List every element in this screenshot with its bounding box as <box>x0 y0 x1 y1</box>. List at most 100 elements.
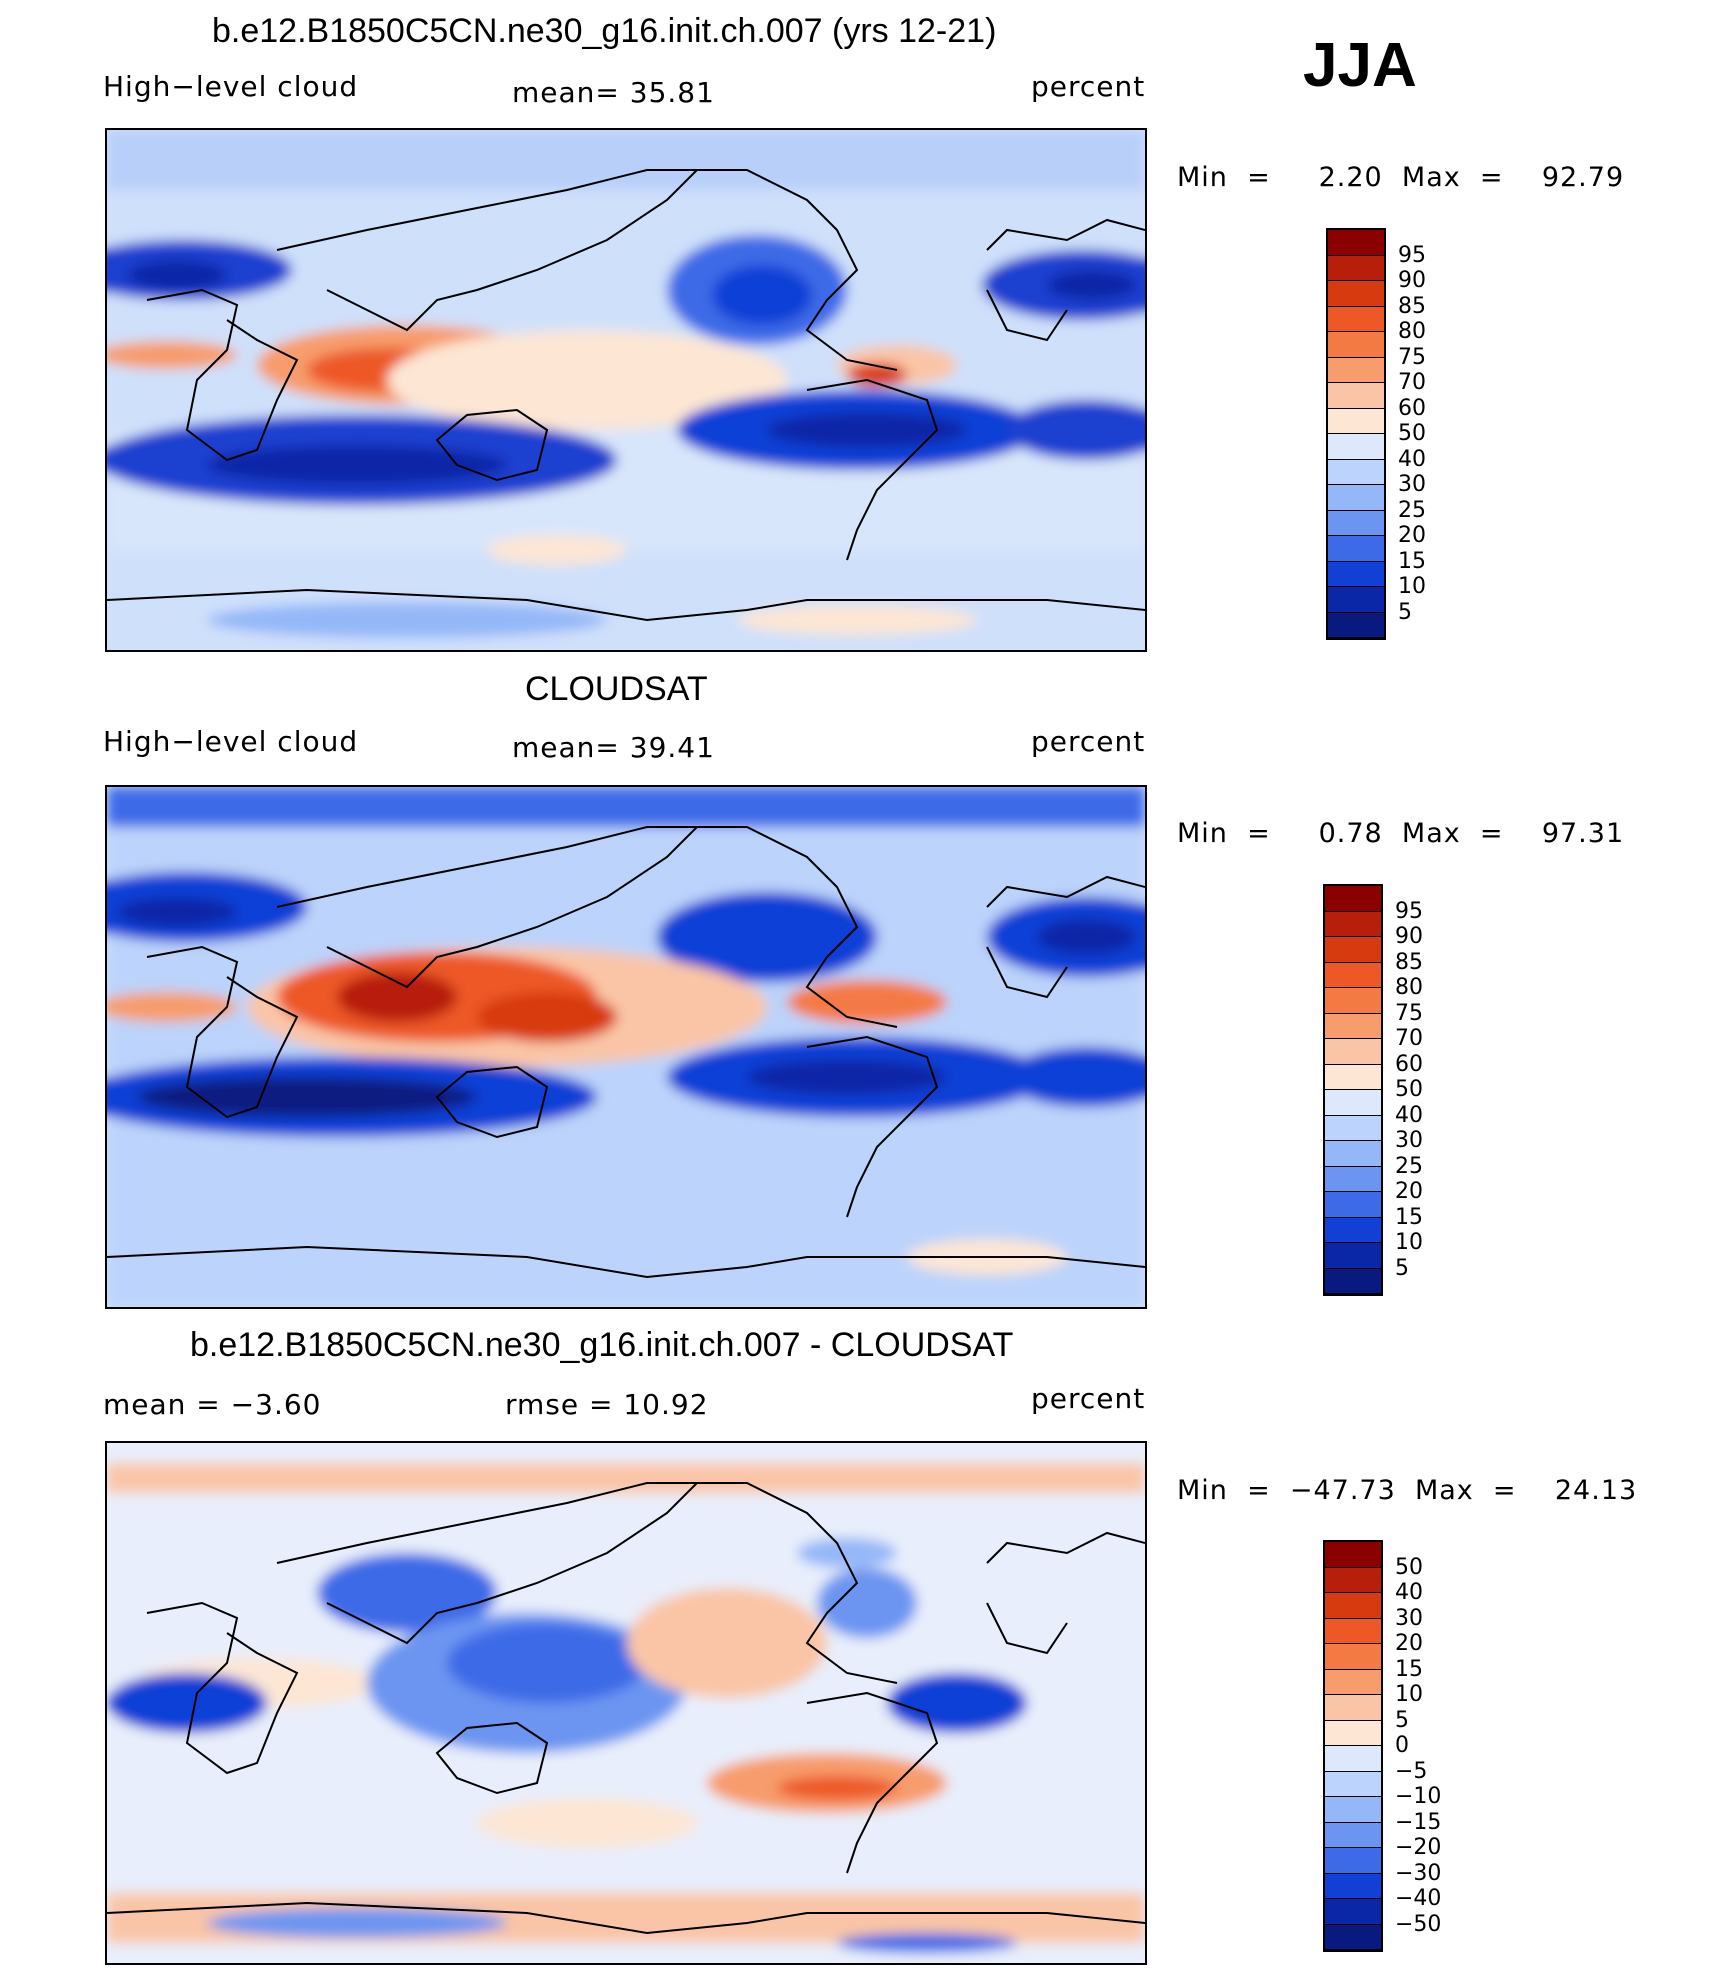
panel-3-colorbar: 50 40 30 20 15 10 5 0 −5 −10 −15 −20 −30 −40 −50 <box>1323 1540 1441 1952</box>
panel-2-units-label: percent <box>1031 725 1146 758</box>
colorbar-tick-label: 10 <box>1395 1682 1423 1707</box>
season-label: JJA <box>1303 31 1417 100</box>
colorbar-tick-label: 75 <box>1395 1000 1423 1026</box>
colorbar-box <box>1325 1618 1381 1644</box>
colorbar-box <box>1325 962 1381 988</box>
colorbar-tick-label: 25 <box>1395 1153 1423 1179</box>
panel-2-minmax: Min = 0.78 Max = 97.31 <box>1177 818 1625 849</box>
colorbar-tick-label: 50 <box>1398 421 1426 446</box>
panel-3-units-label: percent <box>1031 1382 1146 1415</box>
panel-1-mean-label: mean= 35.81 <box>512 76 715 109</box>
colorbar-box <box>1325 937 1381 963</box>
panel-3-minmax: Min = −47.73 Max = 24.13 <box>1177 1475 1638 1506</box>
colorbar-box <box>1325 1644 1381 1670</box>
colorbar-tick-label: 40 <box>1395 1580 1423 1605</box>
colorbar-box <box>1325 1822 1381 1848</box>
colorbar-box <box>1325 911 1381 937</box>
colorbar-tick-label: 80 <box>1395 975 1423 1000</box>
colorbar-tick-label: 50 <box>1395 1554 1423 1580</box>
colorbar-box <box>1325 1064 1381 1090</box>
colorbar-tick-label: 0 <box>1395 1733 1409 1758</box>
colorbar-box <box>1328 383 1384 409</box>
colorbar-tick-label: 60 <box>1398 395 1426 421</box>
colorbar-tick-label: 70 <box>1398 370 1426 395</box>
colorbar-box <box>1325 1695 1381 1721</box>
colorbar-tick-label: 5 <box>1398 599 1412 625</box>
colorbar-box <box>1325 1141 1381 1167</box>
colorbar-box <box>1325 1899 1381 1925</box>
colorbar-box <box>1325 1746 1381 1772</box>
colorbar-box <box>1325 1848 1381 1874</box>
colorbar-tick-label: 80 <box>1398 319 1426 344</box>
colorbar-box <box>1325 1669 1381 1695</box>
panel-2-title: CLOUDSAT <box>525 670 708 708</box>
colorbar-box <box>1328 408 1384 434</box>
colorbar-tick-label: −40 <box>1395 1886 1442 1911</box>
colorbar-tick-label: 75 <box>1398 344 1426 370</box>
colorbar-tick-label: 5 <box>1395 1707 1409 1733</box>
colorbar-tick-label: 50 <box>1395 1077 1423 1102</box>
colorbar-box <box>1325 1567 1381 1593</box>
colorbar-box <box>1328 561 1384 587</box>
colorbar-tick-label: 20 <box>1395 1631 1423 1656</box>
panel-1-minmax: Min = 2.20 Max = 92.79 <box>1177 162 1625 193</box>
colorbar-box <box>1325 1090 1381 1116</box>
colorbar-box <box>1325 1243 1381 1269</box>
colorbar-tick-label: 30 <box>1395 1128 1423 1153</box>
colorbar-tick-label: −5 <box>1395 1758 1428 1784</box>
colorbar-tick-label: 40 <box>1398 446 1426 472</box>
colorbar-tick-label: 90 <box>1395 924 1423 949</box>
colorbar-tick-label: −20 <box>1395 1835 1442 1860</box>
panel-1-units-label: percent <box>1031 70 1146 103</box>
colorbar-tick-label: −30 <box>1395 1860 1442 1886</box>
colorbar-tick-label: −15 <box>1395 1809 1442 1835</box>
colorbar-tick-label: 95 <box>1395 898 1423 924</box>
colorbar-box <box>1325 1797 1381 1823</box>
colorbar-tick-label: 40 <box>1395 1102 1423 1128</box>
panel-1-map <box>105 128 1147 652</box>
colorbar-box <box>1325 1771 1381 1797</box>
colorbar-tick-label: 10 <box>1398 574 1426 599</box>
colorbar-box <box>1325 1542 1381 1568</box>
panel-3-title: b.e12.B1850C5CN.ne30_g16.init.ch.007 - C… <box>190 1326 1014 1364</box>
colorbar-box <box>1328 459 1384 485</box>
panel-3-rmse-label: rmse = 10.92 <box>505 1388 709 1421</box>
panel-2-variable-label: High−level cloud <box>103 725 359 758</box>
panel-1-title: b.e12.B1850C5CN.ne30_g16.init.ch.007 (yr… <box>212 12 997 50</box>
colorbar-box <box>1325 1217 1381 1243</box>
colorbar-tick-label: 20 <box>1395 1179 1423 1204</box>
panel-1-variable-label: High−level cloud <box>103 70 359 103</box>
colorbar-box <box>1325 1873 1381 1899</box>
colorbar-box <box>1328 485 1384 511</box>
colorbar-tick-label: 60 <box>1395 1051 1423 1077</box>
panel-3-map <box>105 1441 1147 1965</box>
colorbar-tick-label: 85 <box>1395 949 1423 975</box>
colorbar-tick-label: 10 <box>1395 1230 1423 1255</box>
colorbar-tick-label: 30 <box>1395 1605 1423 1631</box>
colorbar-tick-label: −10 <box>1395 1784 1442 1809</box>
colorbar-box <box>1328 587 1384 613</box>
panel-1-colorbar: 95 90 85 80 75 70 60 50 40 30 25 20 15 10 5 <box>1326 228 1426 640</box>
colorbar-box <box>1328 357 1384 383</box>
panel-2-mean-label: mean= 39.41 <box>512 731 715 764</box>
colorbar-tick-label: 85 <box>1398 293 1426 319</box>
colorbar-tick-label: 25 <box>1398 497 1426 523</box>
colorbar-box <box>1325 1039 1381 1065</box>
colorbar-box <box>1325 1924 1381 1950</box>
panel-2-map <box>105 785 1147 1309</box>
panel-3-mean-label: mean = −3.60 <box>103 1388 322 1421</box>
colorbar-tick-label: 70 <box>1395 1026 1423 1051</box>
colorbar-box <box>1325 1268 1381 1294</box>
colorbar-tick-label: 95 <box>1398 242 1426 268</box>
colorbar-box <box>1328 281 1384 307</box>
colorbar-box <box>1325 1593 1381 1619</box>
colorbar-tick-label: 5 <box>1395 1255 1409 1281</box>
colorbar-box <box>1328 612 1384 638</box>
colorbar-box <box>1325 1013 1381 1039</box>
colorbar-box <box>1328 434 1384 460</box>
colorbar-box <box>1328 306 1384 332</box>
panel-2-colorbar: 95 90 85 80 75 70 60 50 40 30 25 20 15 10 5 <box>1323 884 1423 1296</box>
colorbar-box <box>1325 886 1381 912</box>
colorbar-tick-label: 15 <box>1398 548 1426 574</box>
colorbar-tick-label: −50 <box>1395 1911 1442 1937</box>
